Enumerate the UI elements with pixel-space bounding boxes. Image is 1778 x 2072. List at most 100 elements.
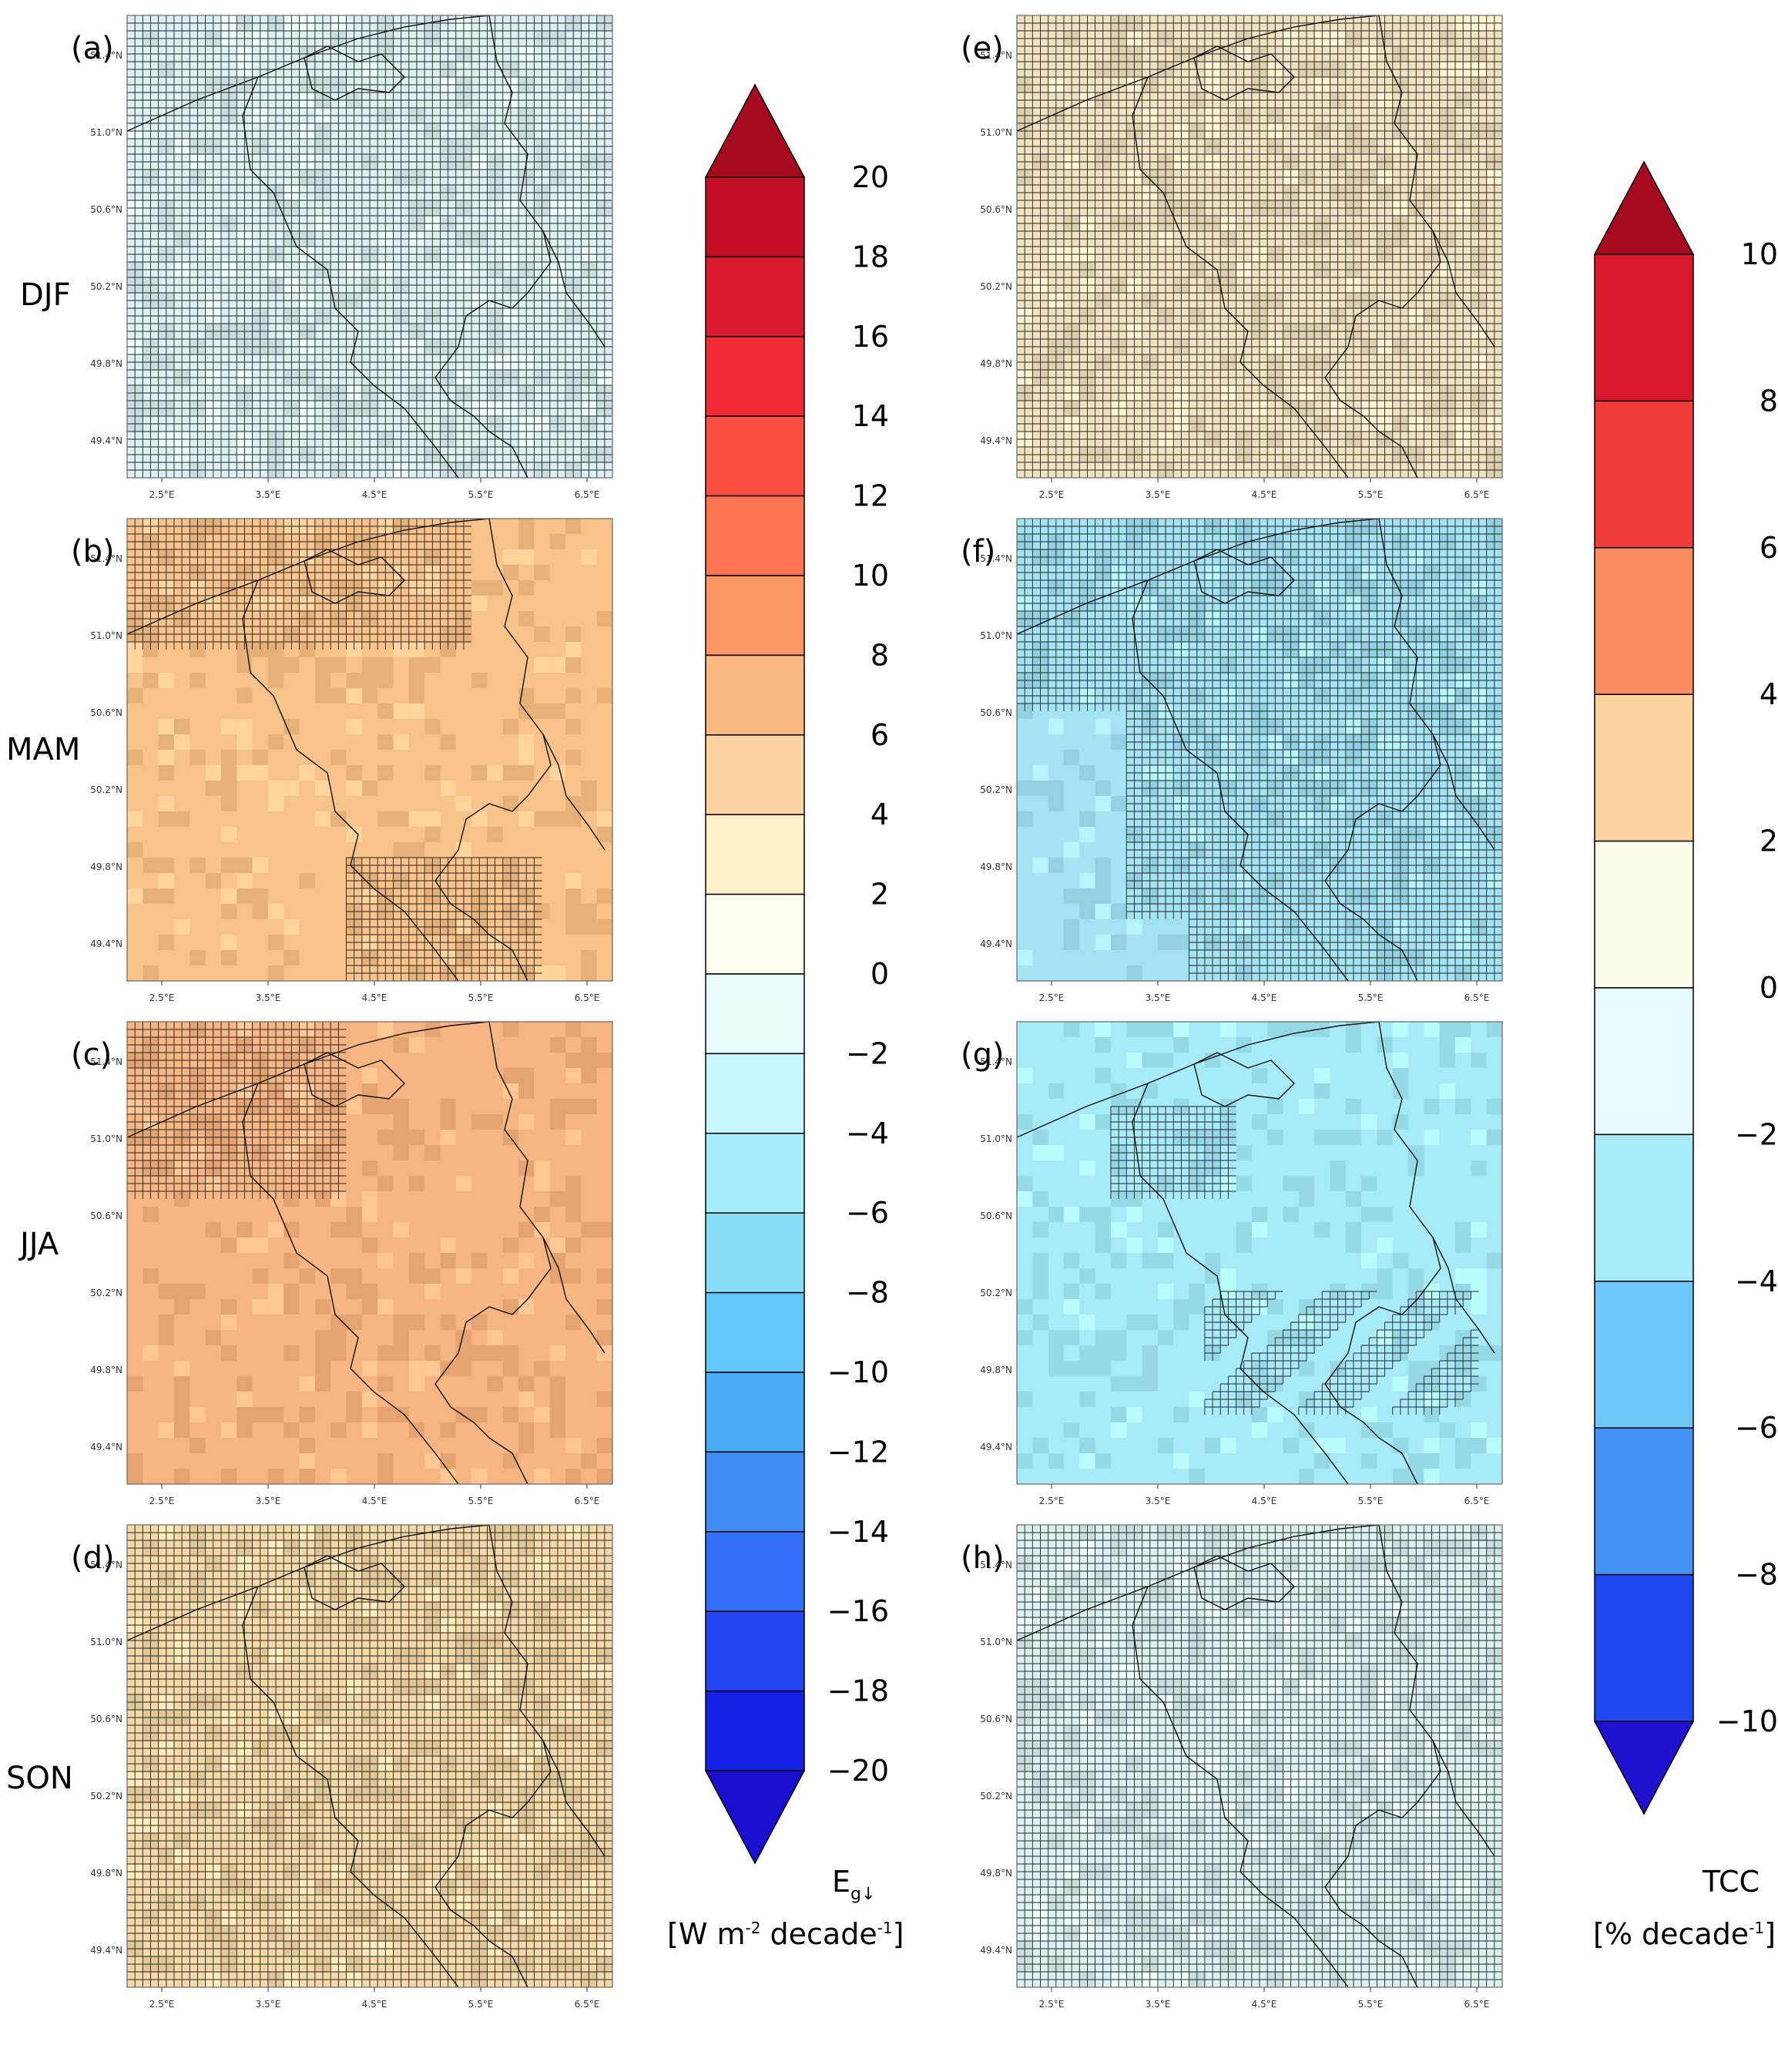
map-cell: [549, 965, 566, 981]
map-cell: [1361, 1114, 1377, 1130]
y-tick-label: 50.6°N: [980, 1714, 1012, 1724]
map-cell: [237, 765, 253, 781]
map-cell: [1157, 1438, 1174, 1453]
map-cell: [596, 888, 612, 904]
map-cell: [502, 1068, 519, 1083]
map-cell: [408, 1315, 425, 1330]
map-cell: [1392, 1438, 1409, 1453]
map-cell: [1173, 1315, 1189, 1330]
map-cell: [549, 1345, 566, 1361]
map-cell: [205, 1330, 221, 1345]
map-cell: [393, 1145, 409, 1160]
map-cell: [534, 1407, 550, 1422]
map-cell: [596, 1469, 612, 1484]
map-panel-b: 2.5°E 3.5°E 4.5°E 5.5°E 6.5°E 51.4°N 51.0°N 50.…: [90, 518, 613, 1016]
x-tick-label: 6.5°E: [1464, 1999, 1490, 2010]
map-cell: [581, 781, 597, 796]
x-tick-label: 4.5°E: [362, 1999, 387, 2010]
map-cell: [1032, 1191, 1048, 1207]
colorbar-tick-label: −6: [846, 1196, 889, 1230]
map-cell: [487, 1376, 503, 1392]
significance-hatching: [1110, 1106, 1479, 1415]
map-cell: [408, 1268, 425, 1284]
map-cell: [1095, 935, 1111, 950]
colorbar-swatch: [705, 575, 805, 657]
map-cell: [596, 1222, 612, 1237]
country-borders: [1016, 1021, 1495, 1485]
map-cell: [1032, 1284, 1048, 1299]
map-cell: [518, 1253, 535, 1268]
map-cell: [408, 1130, 425, 1145]
y-tick-label: 51.4°N: [980, 50, 1012, 61]
map-cell: [534, 1361, 550, 1376]
map-cell: [283, 950, 300, 965]
colorbar-tick-label: 4: [871, 798, 889, 831]
map-cell: [1126, 1053, 1142, 1068]
map-cell: [565, 1315, 582, 1330]
map-cell: [361, 1207, 378, 1222]
x-tick-label: 4.5°E: [1252, 489, 1277, 500]
map-cell: [220, 765, 237, 781]
map-cell: [1345, 1191, 1362, 1207]
map-cell: [1377, 1207, 1393, 1222]
x-tick-label: 2.5°E: [1039, 1496, 1065, 1506]
colorbar-right: 10 8 6 4 2 0 −2 −4 −6 −8 −10: [1587, 100, 1778, 1899]
map-cell: [1471, 1130, 1487, 1145]
map-cell: [565, 873, 582, 888]
map-cell: [267, 935, 284, 950]
map-cell: [1486, 1438, 1502, 1453]
map-cell: [1079, 904, 1095, 919]
y-tick-label: 51.4°N: [980, 553, 1012, 564]
colorbar-swatch: [705, 734, 805, 815]
map-cell: [1424, 1453, 1440, 1469]
map-cell: [1439, 1083, 1456, 1099]
map-cell: [1110, 1345, 1127, 1361]
map-cell: [1110, 734, 1127, 750]
map-cell: [1283, 1207, 1299, 1222]
map-cell: [518, 1376, 535, 1392]
map-cell: [1110, 1330, 1127, 1345]
map-cell: [1392, 1022, 1409, 1037]
y-tick-label: 50.2°N: [980, 784, 1012, 795]
map-cell: [173, 734, 190, 750]
y-tick-label: 51.4°N: [980, 1056, 1012, 1067]
map-cell: [1345, 1022, 1362, 1037]
map-cell: [1455, 1237, 1471, 1253]
map-cell: [283, 657, 300, 673]
colorbar-swatch: [1594, 400, 1694, 549]
map-cell: [158, 1284, 174, 1299]
map-cell: [1063, 1422, 1080, 1438]
map-cell: [1471, 1299, 1487, 1315]
map-cell: [1189, 1469, 1205, 1484]
map-cell: [1110, 1407, 1127, 1422]
map-cell: [252, 888, 268, 904]
map-cell: [1126, 1376, 1142, 1392]
map-cell: [565, 1176, 582, 1191]
map-cell: [424, 1345, 441, 1361]
map-frame: [126, 15, 613, 479]
map-cell: [267, 1299, 284, 1315]
map-cell: [1110, 796, 1127, 811]
map-cell: [1095, 1068, 1111, 1083]
y-tick-label: 49.4°N: [90, 1945, 122, 1956]
map-cell: [1251, 1422, 1268, 1438]
map-cell: [1079, 888, 1095, 904]
map-cell: [1017, 1299, 1033, 1315]
map-cell: [283, 1253, 300, 1268]
map-cell: [596, 1438, 612, 1453]
map-cell: [1126, 965, 1142, 981]
map-cell: [455, 1407, 472, 1422]
map-cell: [393, 1345, 409, 1361]
map-cell: [127, 750, 143, 765]
map-cell: [1486, 1099, 1502, 1114]
map-cell: [1032, 1253, 1048, 1268]
map-frame: [1016, 1524, 1503, 1988]
panel-label-d: (d): [71, 1540, 115, 1576]
map-cell: [424, 1284, 441, 1299]
season-label-son: SON: [6, 1761, 73, 1796]
map-cell: [1095, 1345, 1111, 1361]
map-cell: [158, 811, 174, 827]
map-cell: [596, 827, 612, 842]
map-cell: [440, 1237, 456, 1253]
map-cell: [1063, 935, 1080, 950]
